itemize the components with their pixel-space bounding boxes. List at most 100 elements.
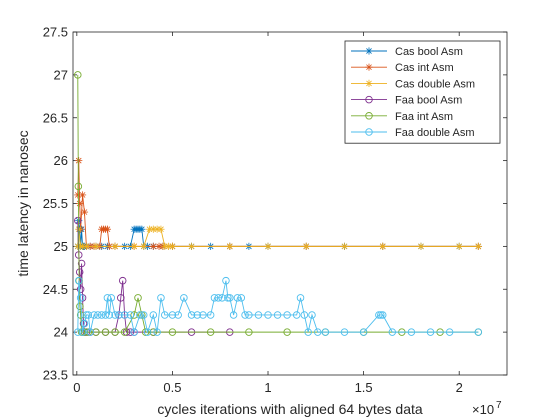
data-point [157,225,165,233]
data-point [143,328,152,336]
y-tick-label: 24 [54,325,68,340]
data-point [224,294,232,302]
data-point [174,311,182,319]
data-point [84,328,93,336]
data-point [80,319,89,328]
legend-label: Faa bool Asm [395,95,462,107]
data-point [206,328,215,336]
data-point [78,191,87,199]
data-point [153,328,161,336]
data-point [77,259,86,268]
data-point [75,268,84,276]
data-point [82,311,91,319]
data-point [455,242,463,250]
data-point [107,294,115,302]
data-point [76,285,85,294]
y-tick-label: 25.5 [43,196,68,211]
data-point [218,294,226,302]
data-point [130,311,138,319]
data-point [417,242,425,250]
x-tick-label: 1.5 [355,380,373,395]
data-point [340,242,349,250]
data-point [340,328,349,336]
data-point [292,311,301,319]
legend-label: Faa double Asm [395,127,475,139]
data-point [210,294,219,302]
data-point [90,311,98,319]
data-point [237,294,245,302]
data-point [92,328,100,336]
data-point [187,242,196,250]
legend: Cas bool Asm Cas int Asm Cas double Asm Faa… [344,40,501,144]
data-point [76,302,84,311]
data-point [426,328,435,336]
data-point [321,328,330,336]
y-tick-label: 23.5 [43,368,68,383]
data-point [76,199,84,208]
data-point [130,328,138,336]
series-layer [74,71,483,336]
data-point [375,311,383,319]
data-point [130,242,138,250]
legend-marker [365,63,373,71]
data-point [304,328,312,336]
legend-item: Cas double Asm [351,78,475,90]
data-point [300,311,309,319]
legend-label: Cas double Asm [395,78,475,90]
data-point [149,328,158,336]
y-axis-title: time latency in nanosec [15,130,31,276]
x-tick-label: 1 [264,380,271,395]
data-point [149,311,158,319]
data-point [74,182,83,191]
data-point [193,311,202,319]
legend-item: Cas bool Asm [351,46,463,58]
legend-item: Faa double Asm [351,127,475,139]
data-point [103,225,112,233]
data-point [101,311,110,319]
legend-marker [365,95,373,104]
data-point [378,311,387,319]
data-point [74,276,83,285]
legend-box [344,40,501,144]
y-tick-label: 26.5 [43,110,68,125]
data-point [105,311,114,319]
data-point [111,242,119,250]
data-point [103,294,112,302]
data-point [245,311,253,319]
data-point [474,242,482,250]
data-point [283,311,291,319]
data-point [78,328,87,336]
legend-item: Cas int Asm [351,62,454,74]
data-point [140,242,148,250]
data-point [168,328,177,336]
series-line [77,74,479,333]
y-tick-label: 24.5 [43,282,68,297]
data-point [283,328,291,336]
data-point [377,311,385,319]
y-tick-label: 27.5 [43,25,68,40]
data-point [120,328,129,336]
data-point [187,311,196,319]
data-point [80,208,89,216]
data-point [117,294,125,302]
data-point [229,311,238,319]
data-point [222,276,230,285]
legend-marker [365,112,373,120]
data-point [118,276,127,285]
data-point [180,294,188,302]
data-point [101,328,110,336]
data-point [226,242,234,250]
data-point [115,311,123,319]
data-point [97,311,106,319]
series-faa-double-asm [74,276,483,336]
legend-item: Faa bool Asm [351,95,462,107]
data-point [168,311,177,319]
x-axis-title: cycles iterations with aligned 64 bytes … [157,401,423,417]
data-point [474,328,483,336]
data-point [157,294,165,302]
data-point [273,311,282,319]
data-point [139,311,148,319]
data-point [264,242,272,250]
data-point [233,294,242,302]
